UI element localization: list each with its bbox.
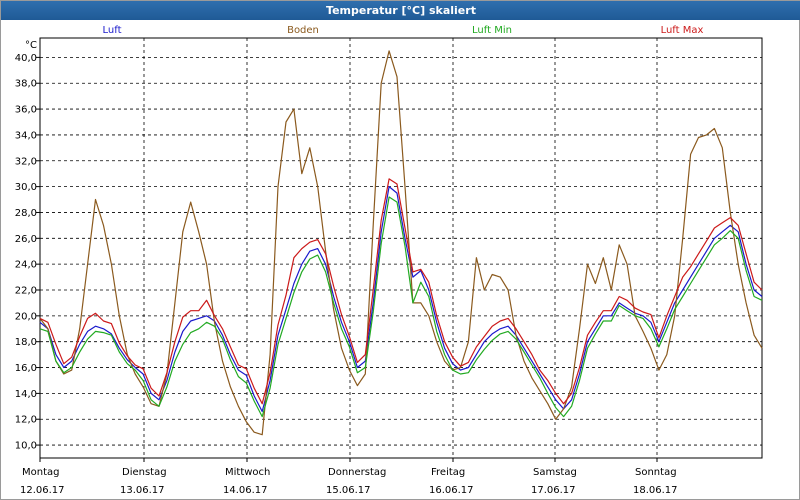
series-line-luft <box>39 186 763 413</box>
y-tick-label: 32,0 <box>15 156 37 167</box>
x-day-label: Dienstag <box>122 467 167 478</box>
x-date-label: 13.06.17 <box>120 485 165 496</box>
y-tick-label: 18,0 <box>15 337 37 348</box>
x-day-label: Freitag <box>431 467 465 478</box>
legend-entry-luft-min: Luft Min <box>472 25 512 36</box>
plot-frame <box>39 37 763 459</box>
x-date-label: 12.06.17 <box>20 485 65 496</box>
y-tick-label: 26,0 <box>15 234 37 245</box>
x-date-label: 16.06.17 <box>429 485 474 496</box>
series-line-boden <box>39 50 763 436</box>
series-line-luft-max <box>39 178 763 405</box>
legend-entry-luft-max: Luft Max <box>661 25 704 36</box>
y-tick-label: 34,0 <box>15 130 37 141</box>
y-tick-label: 24,0 <box>15 260 37 271</box>
y-tick-label: 12,0 <box>15 415 37 426</box>
legend-entry-luft: Luft <box>103 25 122 36</box>
x-day-label: Mittwoch <box>225 467 270 478</box>
y-tick-label: 16,0 <box>15 363 37 374</box>
x-date-label: 17.06.17 <box>531 485 576 496</box>
y-tick-label: 22,0 <box>15 286 37 297</box>
window-title: Temperatur [°C] skaliert <box>1 1 800 20</box>
y-tick-label: 28,0 <box>15 208 37 219</box>
y-tick-label: 10,0 <box>15 441 37 452</box>
x-day-label: Sonntag <box>635 467 677 478</box>
x-date-label: 18.06.17 <box>633 485 678 496</box>
x-date-label: 14.06.17 <box>223 485 268 496</box>
x-date-label: 15.06.17 <box>326 485 371 496</box>
y-tick-label: 14,0 <box>15 389 37 400</box>
x-day-label: Montag <box>22 467 59 478</box>
y-axis-unit-label: °C <box>25 40 37 51</box>
x-day-label: Donnerstag <box>328 467 386 478</box>
x-day-label: Samstag <box>533 467 577 478</box>
y-tick-label: 20,0 <box>15 311 37 322</box>
y-tick-label: 36,0 <box>15 105 37 116</box>
y-tick-label: 40,0 <box>15 53 37 64</box>
y-tick-label: 38,0 <box>15 79 37 90</box>
y-tick-label: 30,0 <box>15 182 37 193</box>
series-line-luft-min <box>39 196 763 418</box>
legend-entry-boden: Boden <box>287 25 319 36</box>
